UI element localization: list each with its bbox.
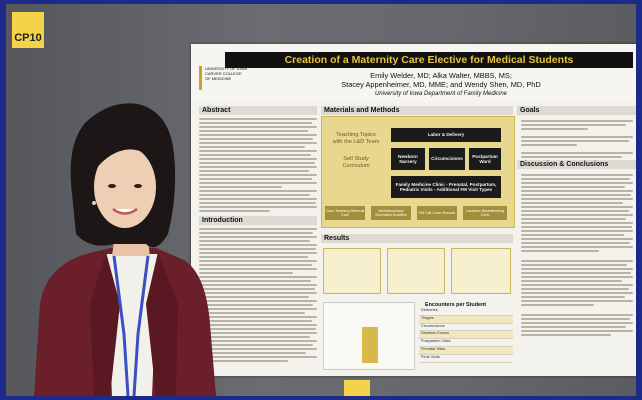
photo-frame: CP10 UNIVERSITY OF IOWA CARVER COLLEGE O… xyxy=(6,4,636,396)
row-label: Deliveries xyxy=(421,308,438,312)
results-quote-3 xyxy=(451,248,511,294)
labor-delivery-box: Labor & Delivery xyxy=(391,128,501,142)
table-row: Deliveries xyxy=(419,308,513,316)
logo-line-3: OF MEDICINE xyxy=(205,76,232,81)
department: University of Iowa Department of Family … xyxy=(374,91,508,97)
row-label: Newborn Exams xyxy=(421,331,449,336)
results-quote-1 xyxy=(323,248,381,294)
authors-line-2: Stacey Appenheimer, MD, MME; and Wendy S… xyxy=(341,80,541,89)
table-row: Prenatal Visits xyxy=(419,346,513,355)
poster-number: CP10 xyxy=(14,32,42,44)
authors-line-1: Emily Welder, MD; Alka Walter, MBBS, MS; xyxy=(370,71,512,80)
left-eye xyxy=(108,184,116,188)
introduction-text xyxy=(199,228,317,364)
left-lapel xyxy=(90,252,120,396)
row-label: Triages xyxy=(421,315,434,320)
discussion-heading: Discussion & Conclusions xyxy=(517,160,636,169)
research-poster: UNIVERSITY OF IOWA CARVER COLLEGE OF MED… xyxy=(191,44,636,376)
poster-header: UNIVERSITY OF IOWA CARVER COLLEGE OF MED… xyxy=(191,44,636,102)
poster-number-tag: CP10 xyxy=(12,12,44,48)
encounters-table: Encounters per Student Deliveries Triage… xyxy=(419,302,513,368)
row-label: Circumcisions xyxy=(421,323,445,328)
results-heading: Results xyxy=(321,234,513,243)
diagram-chip-4: Lactation Breastfeeding Clinic xyxy=(463,206,507,220)
poster-title: Creation of a Maternity Care Elective fo… xyxy=(284,54,574,66)
university-logo: UNIVERSITY OF IOWA CARVER COLLEGE OF MED… xyxy=(199,66,247,90)
table-row: Peds Visits xyxy=(419,355,513,363)
logo-line-2: CARVER COLLEGE xyxy=(205,71,242,76)
circumcisions-box: Circumcisions xyxy=(429,148,465,170)
face xyxy=(94,146,156,228)
right-eye xyxy=(134,184,142,188)
self-study-text: Self Study Curriculum xyxy=(342,156,370,169)
poster-authors: Emily Welder, MD; Alka Walter, MBBS, MS;… xyxy=(251,71,631,89)
results-quote-2 xyxy=(387,248,445,294)
title-bar xyxy=(225,52,633,68)
earring xyxy=(92,201,96,205)
introduction-heading: Introduction xyxy=(199,216,317,225)
logo-line-1: UNIVERSITY OF IOWA xyxy=(205,66,248,71)
lanyard-right xyxy=(132,255,150,396)
goals-text xyxy=(521,120,633,160)
encounters-title: Encounters per Student xyxy=(425,302,487,308)
topics-text: Teaching Topics with the L&D Team xyxy=(332,132,380,145)
row-label: Postpartum Visits xyxy=(421,339,451,344)
postpartum-ward-box: Postpartum Ward xyxy=(469,148,501,170)
abstract-heading: Abstract xyxy=(199,106,317,115)
table-row: Newborn Exams xyxy=(419,331,513,340)
chart-bar xyxy=(362,327,378,363)
discussion-text xyxy=(521,174,633,338)
bangs xyxy=(92,128,161,174)
right-lapel xyxy=(146,252,178,396)
diagram-chip-2: Multidisciplinary Simulation Activities xyxy=(371,206,411,220)
diagram-chip-1: Case Teaching Maternal Care xyxy=(325,206,365,220)
smile xyxy=(112,207,138,215)
table-row: Postpartum Visits xyxy=(419,339,513,347)
abstract-text xyxy=(199,118,317,214)
family-medicine-clinic-box: Family Medicine Clinic - Prenatal, Postp… xyxy=(391,176,501,198)
results-chart xyxy=(323,302,415,370)
goals-heading: Goals xyxy=(517,106,636,115)
newborn-nursery-box: Newborn Nursery xyxy=(391,148,425,170)
neighbor-poster-tag xyxy=(344,380,370,396)
row-label: Peds Visits xyxy=(421,354,440,359)
table-row: Triages xyxy=(419,315,513,324)
table-row: Circumcisions xyxy=(419,324,513,332)
teaching-topics-label: Teaching Topics with the L&D Team Self S… xyxy=(331,132,381,170)
diagram-chip-3: FM Call Cover Rounds xyxy=(417,206,457,220)
row-label: Prenatal Visits xyxy=(421,346,446,351)
materials-methods-heading: Materials and Methods xyxy=(321,106,513,115)
lanyard xyxy=(112,255,130,396)
presenter-figure xyxy=(34,103,216,396)
